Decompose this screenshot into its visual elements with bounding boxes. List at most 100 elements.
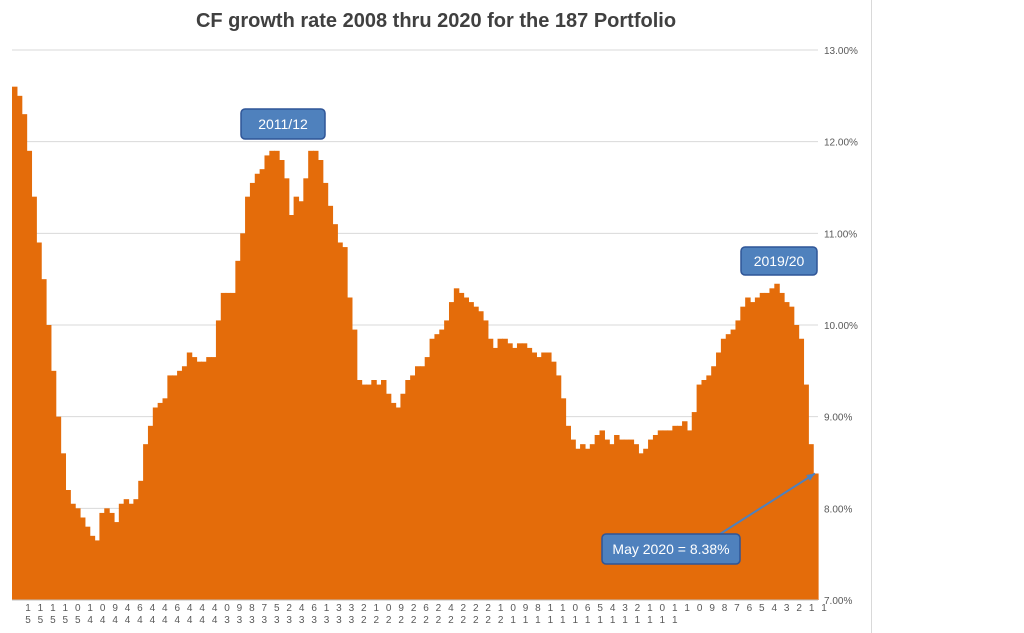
area-column <box>152 407 159 600</box>
x-tick-label: 9 <box>398 603 404 614</box>
area-column <box>439 329 445 600</box>
callout-label: May 2020 = 8.38% <box>612 541 729 557</box>
x-tick-label: 6 <box>175 603 181 614</box>
x-tick-label: 7 <box>734 603 740 614</box>
area-column <box>633 444 639 600</box>
area-column <box>405 380 411 600</box>
area-column <box>507 343 513 600</box>
x-tick-label: 3 <box>311 615 317 626</box>
area-column <box>667 430 673 600</box>
x-tick-label: 5 <box>63 615 69 626</box>
area-column <box>167 375 173 600</box>
x-tick-label: 1 <box>647 615 653 626</box>
x-tick-label: 1 <box>821 603 827 614</box>
x-tick-label: 2 <box>411 615 417 626</box>
area-column <box>60 453 67 600</box>
y-tick-label: 10.00% <box>824 321 858 332</box>
x-tick-label: 3 <box>224 615 230 626</box>
x-tick-label: 4 <box>87 615 93 626</box>
x-tick-label: 4 <box>150 603 156 614</box>
area-column <box>249 182 256 601</box>
area-column <box>599 430 605 600</box>
area-column <box>487 338 494 600</box>
x-tick-label: 2 <box>635 603 641 614</box>
area-column <box>448 302 455 600</box>
x-tick-label: 4 <box>199 603 205 614</box>
area-column <box>395 407 402 600</box>
area-column <box>327 205 334 600</box>
area-column <box>206 357 212 600</box>
x-tick-label: 5 <box>50 615 56 626</box>
area-column <box>337 242 343 600</box>
x-tick-label: 1 <box>660 615 666 626</box>
x-tick-label: 1 <box>324 603 330 614</box>
area-column <box>308 150 314 600</box>
x-tick-label: 4 <box>137 615 143 626</box>
x-tick-label: 3 <box>324 615 330 626</box>
x-tick-label: 8 <box>249 603 255 614</box>
area-column <box>99 512 105 600</box>
x-tick-label: 6 <box>311 603 317 614</box>
area-column <box>652 435 659 600</box>
area-column <box>283 178 290 600</box>
x-tick-label: 2 <box>461 603 467 614</box>
x-tick-label: 5 <box>25 615 31 626</box>
area-column <box>740 306 746 600</box>
area-column <box>604 439 610 600</box>
x-tick-label: 0 <box>697 603 703 614</box>
x-tick-label: 2 <box>361 603 367 614</box>
x-tick-label: 0 <box>573 603 579 614</box>
area-column <box>215 320 222 600</box>
area-column <box>36 242 42 600</box>
x-tick-label: 3 <box>249 615 255 626</box>
x-tick-label: 1 <box>585 615 591 626</box>
area-column <box>240 233 246 600</box>
chart-title: CF growth rate 2008 thru 2020 for the 18… <box>195 10 677 32</box>
x-tick-label: 6 <box>747 603 753 614</box>
area-column <box>565 425 571 600</box>
callout-label: 2011/12 <box>258 116 308 132</box>
x-tick-label: 4 <box>125 615 131 626</box>
x-tick-label: 9 <box>237 603 243 614</box>
x-tick-label: 4 <box>175 615 181 626</box>
area-column <box>788 306 795 600</box>
area-column <box>298 201 304 600</box>
area-column <box>172 375 178 600</box>
area-column <box>774 283 780 600</box>
area-column <box>381 380 387 600</box>
area-column <box>259 169 266 601</box>
x-tick-label: 2 <box>485 615 491 626</box>
x-tick-label: 9 <box>709 603 715 614</box>
area-column <box>779 292 785 600</box>
area-column <box>230 292 236 600</box>
area-column <box>638 453 644 600</box>
area-column <box>220 292 227 600</box>
area-column <box>492 347 499 600</box>
area-column <box>691 412 698 600</box>
x-axis-ticks: 1515151505140494446444446444444403938373… <box>25 603 827 626</box>
x-tick-label: 1 <box>548 615 554 626</box>
x-tick-label: 2 <box>796 603 802 614</box>
x-tick-label: 0 <box>660 603 666 614</box>
area-column <box>648 439 654 600</box>
area-column <box>730 329 737 600</box>
area-column <box>521 343 528 600</box>
area-column <box>546 352 552 600</box>
area-column <box>618 439 625 600</box>
area-column <box>560 398 567 600</box>
area-column <box>453 288 460 600</box>
x-tick-label: 1 <box>523 615 529 626</box>
area-column <box>89 535 96 600</box>
x-tick-label: 5 <box>759 603 765 614</box>
x-tick-label: 2 <box>436 615 442 626</box>
x-tick-label: 2 <box>436 603 442 614</box>
x-tick-label: 3 <box>299 615 305 626</box>
x-tick-label: 0 <box>224 603 230 614</box>
area-column <box>196 361 202 600</box>
area-column <box>104 508 110 600</box>
area-column <box>594 435 601 600</box>
area-column <box>16 95 23 600</box>
area-column <box>473 306 479 600</box>
area-column <box>623 439 630 600</box>
x-tick-label: 2 <box>286 603 292 614</box>
